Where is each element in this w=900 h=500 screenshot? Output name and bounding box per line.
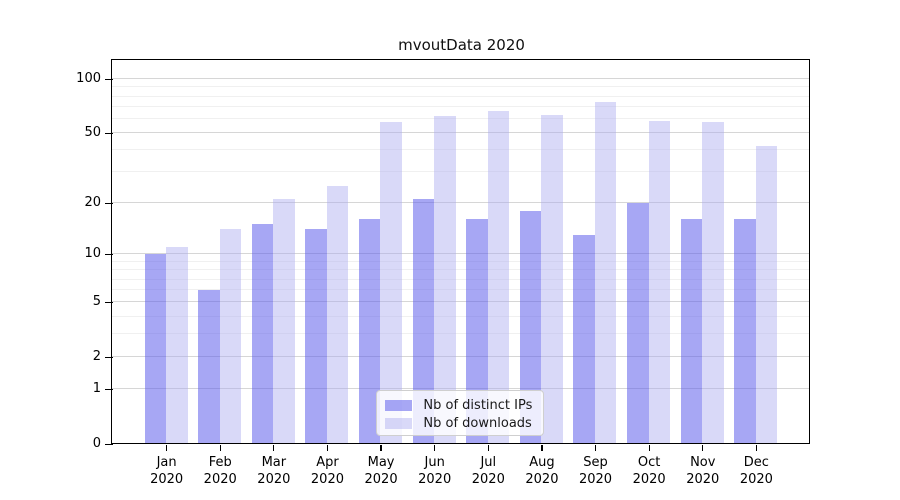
bar-jun-downloads xyxy=(434,115,456,444)
bar-apr-distinct-ips xyxy=(305,229,327,444)
x-tick-label-nov: Nov 2020 xyxy=(686,455,720,487)
x-tick-nov xyxy=(702,445,704,451)
x-tick-label-oct: Oct 2020 xyxy=(632,455,666,487)
gridline-5 xyxy=(112,301,810,303)
legend-row-downloads: Nb of downloads xyxy=(377,414,543,432)
y-tick-label-100: 100 xyxy=(76,71,101,87)
plot-area: Nb of distinct IPs Nb of downloads xyxy=(111,59,811,445)
y-tick-50 xyxy=(105,132,113,134)
y-tick-label-20: 20 xyxy=(84,195,101,211)
gridline-3 xyxy=(112,333,810,335)
x-tick-oct xyxy=(648,445,650,451)
gridline-2 xyxy=(112,356,810,358)
y-tick-label-10: 10 xyxy=(84,246,101,262)
x-tick-may xyxy=(380,445,382,451)
legend-swatch-icon xyxy=(385,418,413,429)
bar-feb-downloads xyxy=(219,229,242,444)
gridline-1 xyxy=(112,388,810,390)
bar-jul-distinct-ips xyxy=(466,219,488,444)
x-tick-label-sep: Sep 2020 xyxy=(578,455,613,487)
gridline-80 xyxy=(112,95,810,97)
gridline-90 xyxy=(112,86,810,88)
legend-row-distinct-ips: Nb of distinct IPs xyxy=(377,396,543,414)
y-tick-1 xyxy=(105,388,113,390)
x-tick-feb xyxy=(219,445,221,451)
bar-jan-downloads xyxy=(166,246,188,444)
bar-aug-downloads xyxy=(541,114,563,444)
y-tick-label-5: 5 xyxy=(92,294,101,310)
y-tick-label-2: 2 xyxy=(92,349,101,365)
x-tick-aug xyxy=(541,445,543,451)
bar-mar-distinct-ips xyxy=(251,224,274,444)
y-tick-100 xyxy=(105,78,113,80)
bar-jun-distinct-ips xyxy=(412,199,435,444)
x-tick-label-jul: Jul 2020 xyxy=(471,455,505,487)
y-tick-label-0: 0 xyxy=(92,436,101,451)
bar-dec-distinct-ips xyxy=(734,219,756,444)
bar-sep-downloads xyxy=(594,102,617,444)
legend: Nb of distinct IPs Nb of downloads xyxy=(376,390,545,437)
bar-dec-downloads xyxy=(755,146,778,444)
chart-title: mvoutData 2020 xyxy=(398,36,525,54)
x-tick-label-feb: Feb 2020 xyxy=(203,455,237,487)
bar-may-distinct-ips xyxy=(358,219,381,444)
gridline-10 xyxy=(112,253,810,255)
x-tick-label-apr: Apr 2020 xyxy=(310,455,344,487)
bar-may-downloads xyxy=(380,122,402,444)
bar-jan-distinct-ips xyxy=(144,253,167,444)
x-tick-apr xyxy=(326,445,329,451)
x-tick-label-jan: Jan 2020 xyxy=(150,455,184,487)
bar-jul-downloads xyxy=(487,111,510,444)
gridline-30 xyxy=(112,171,810,173)
x-tick-dec xyxy=(755,445,757,451)
gridline-40 xyxy=(112,149,810,151)
bar-sep-distinct-ips xyxy=(573,234,595,444)
y-tick-10 xyxy=(105,253,113,256)
x-axis: Jan 2020 Feb 2020 Mar 2020 Apr 2020 May 2020… xyxy=(113,444,810,500)
gridline-50 xyxy=(112,132,810,134)
gridline-100 xyxy=(112,78,810,80)
y-tick-0 xyxy=(105,443,113,445)
x-tick-label-jun: Jun 2020 xyxy=(418,455,452,487)
gridline-4 xyxy=(112,315,810,317)
x-tick-sep xyxy=(594,445,597,451)
bar-oct-downloads xyxy=(648,121,671,444)
y-tick-2 xyxy=(105,356,113,358)
gridline-6 xyxy=(112,289,810,291)
bar-aug-distinct-ips xyxy=(519,210,542,444)
y-tick-20 xyxy=(105,202,113,205)
y-tick-label-50: 50 xyxy=(84,125,101,141)
x-tick-jan xyxy=(166,445,168,451)
x-tick-label-dec: Dec 2020 xyxy=(739,455,773,487)
bar-nov-downloads xyxy=(702,122,724,444)
bar-feb-distinct-ips xyxy=(198,289,220,444)
x-tick-jul xyxy=(487,445,489,451)
x-tick-jun xyxy=(434,445,436,451)
y-tick-label-1: 1 xyxy=(92,381,101,397)
x-tick-label-mar: Mar 2020 xyxy=(257,455,291,487)
bar-apr-downloads xyxy=(326,185,349,444)
gridline-9 xyxy=(112,260,810,262)
bar-nov-distinct-ips xyxy=(680,219,703,444)
legend-label: Nb of distinct IPs xyxy=(423,397,533,413)
gridline-70 xyxy=(112,105,810,107)
gridline-7 xyxy=(112,278,810,280)
x-tick-mar xyxy=(273,445,275,451)
legend-swatch-icon xyxy=(385,400,413,411)
gridline-20 xyxy=(112,202,810,204)
bar-oct-distinct-ips xyxy=(627,202,649,444)
gridline-60 xyxy=(112,117,810,119)
bar-mar-downloads xyxy=(273,199,295,444)
gridline-8 xyxy=(112,269,810,271)
y-axis: 0 1 2 5 10 20 50 100 xyxy=(0,61,113,451)
x-tick-label-aug: Aug 2020 xyxy=(525,455,559,487)
x-tick-label-may: May 2020 xyxy=(364,455,398,487)
legend-label: Nb of downloads xyxy=(423,415,532,431)
y-tick-5 xyxy=(105,301,113,304)
